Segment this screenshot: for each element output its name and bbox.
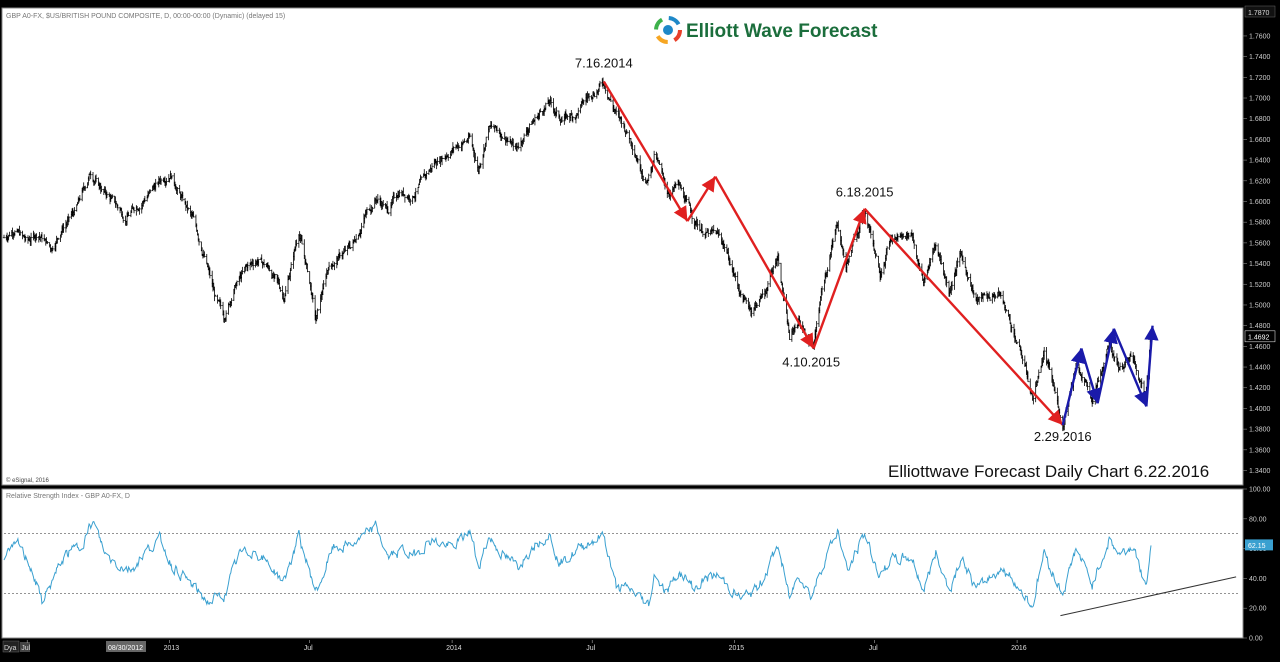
price-top-label: 1.7870 xyxy=(1248,10,1270,17)
time-label: 2015 xyxy=(729,645,745,652)
price-tick-label: 1.5600 xyxy=(1249,240,1271,247)
price-tick-label: 1.6600 xyxy=(1249,137,1271,144)
rsi-tick-label: 20.00 xyxy=(1249,606,1267,613)
copyright-label: © eSignal, 2016 xyxy=(6,477,49,484)
price-axis: 1.3400 1.3600 1.3800 1.4000 1.4200 1.4400 1.46… xyxy=(1243,33,1271,475)
time-label: Jul xyxy=(869,645,878,652)
price-tick-label: 1.3600 xyxy=(1249,447,1271,454)
rsi-value-label: 62.15 xyxy=(1248,543,1266,550)
rsi-tick-label: 40.00 xyxy=(1249,576,1267,583)
wave-label: 6.18.2015 xyxy=(836,185,894,200)
time-axis xyxy=(2,640,1243,655)
rsi-tick-label: 100.00 xyxy=(1249,487,1271,494)
time-label: 2016 xyxy=(1011,645,1027,652)
price-tick-label: 1.6800 xyxy=(1249,116,1271,123)
wave-label: 7.16.2014 xyxy=(575,55,633,70)
chart-title: Elliottwave Forecast Daily Chart 6.22.20… xyxy=(888,462,1209,481)
time-label: Jul xyxy=(21,645,30,652)
wave-label: 2.29.2016 xyxy=(1034,429,1092,444)
price-tick-label: 1.4600 xyxy=(1249,344,1271,351)
time-label: 2013 xyxy=(164,645,180,652)
current-price-label: 1.4692 xyxy=(1248,334,1270,341)
date-cursor-label: 08/30/2012 xyxy=(108,645,143,652)
rsi-pane xyxy=(2,489,1243,638)
price-tick-label: 1.5400 xyxy=(1249,261,1271,268)
wave-label: 4.10.2015 xyxy=(782,354,840,369)
price-tick-label: 1.5200 xyxy=(1249,282,1271,289)
price-tick-label: 1.6200 xyxy=(1249,178,1271,185)
price-tick-label: 1.4200 xyxy=(1249,385,1271,392)
rsi-tick-label: 0.00 xyxy=(1249,636,1263,643)
time-label: Jul xyxy=(586,645,595,652)
price-tick-label: 1.7000 xyxy=(1249,96,1271,103)
price-pane xyxy=(2,8,1243,485)
price-tick-label: 1.7600 xyxy=(1249,33,1271,40)
price-tick-label: 1.7200 xyxy=(1249,75,1271,82)
period-button-label: Dya xyxy=(4,645,17,652)
price-tick-label: 1.4000 xyxy=(1249,406,1271,413)
price-tick-label: 1.5800 xyxy=(1249,220,1271,227)
price-tick-label: 1.6400 xyxy=(1249,158,1271,165)
price-tick-label: 1.7400 xyxy=(1249,54,1271,61)
price-tick-label: 1.3400 xyxy=(1249,468,1271,475)
brand-name: Elliott Wave Forecast xyxy=(686,21,878,42)
price-tick-label: 1.3800 xyxy=(1249,427,1271,434)
price-tick-label: 1.6000 xyxy=(1249,199,1271,206)
time-label: Jul xyxy=(304,645,313,652)
price-tick-label: 1.4800 xyxy=(1249,323,1271,330)
chart-header: GBP A0-FX, $US/BRITISH POUND COMPOSITE, … xyxy=(6,13,285,20)
rsi-tick-label: 80.00 xyxy=(1249,516,1267,523)
price-tick-label: 1.5000 xyxy=(1249,302,1271,309)
rsi-header: Relative Strength Index - GBP A0-FX, D xyxy=(6,493,130,500)
time-label: 2014 xyxy=(446,645,462,652)
price-tick-label: 1.4400 xyxy=(1249,365,1271,372)
logo-center xyxy=(663,25,673,35)
